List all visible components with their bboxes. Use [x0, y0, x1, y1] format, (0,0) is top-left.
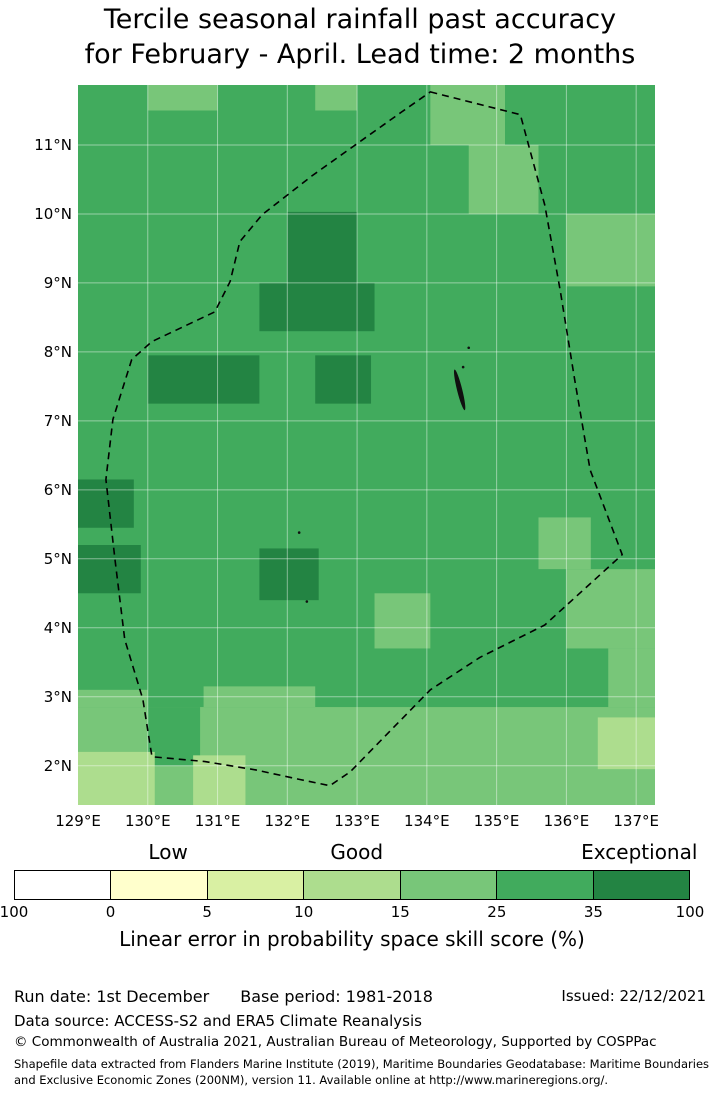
colorbar-quality-labels: Low Good Exceptional: [14, 840, 697, 868]
skill-cell: [374, 593, 431, 649]
skill-cell: [566, 213, 655, 287]
lat-tick-label: 9°N: [43, 273, 72, 292]
skill-cell: [78, 689, 148, 708]
island-dot: [461, 365, 465, 369]
colorbar-tick-label: 15: [390, 903, 410, 921]
chart-title-line1: Tercile seasonal rainfall past accuracy: [103, 4, 617, 35]
skill-cell: [147, 355, 260, 404]
island-dot: [467, 346, 471, 350]
skill-cell: [597, 717, 655, 770]
lon-tick-label: 136°E: [543, 812, 590, 830]
skill-cell: [430, 85, 505, 145]
lat-tick-label: 5°N: [43, 549, 72, 568]
lat-tick-label: 2°N: [43, 756, 72, 775]
island-dot: [305, 600, 309, 603]
colorbar-tick-label: 0: [105, 903, 116, 921]
skill-cell: [78, 545, 141, 594]
colorbar-segment: [15, 871, 111, 899]
colorbar-ticks: 100 0 5 10 15 25 35 100: [0, 903, 704, 923]
issued-date: Issued: 22/12/2021: [561, 987, 706, 1005]
rainfall-skill-map: [78, 85, 655, 805]
chart-title-line2: for February - April. Lead time: 2 month…: [84, 39, 636, 71]
colorbar-quality-low: Low: [148, 840, 188, 864]
colorbar-tick-label: 100: [0, 903, 29, 921]
lat-tick-label: 10°N: [34, 204, 72, 223]
run-date: Run date: 1st December: [14, 987, 210, 1006]
colorbar-tick-label: 35: [583, 903, 603, 921]
lat-tick-label: 6°N: [43, 480, 72, 499]
colorbar-segment: [496, 871, 593, 899]
shapefile-attribution: Shapefile data extracted from Flanders M…: [14, 1057, 710, 1088]
colorbar-tick-label: 100: [675, 903, 705, 921]
lat-tick-label: 11°N: [34, 136, 72, 154]
skill-cell: [468, 145, 539, 214]
colorbar-tick-label: 10: [294, 903, 314, 921]
colorbar-segment: [206, 871, 304, 899]
lon-tick-label: 134°E: [404, 812, 450, 830]
skill-cell: [78, 751, 155, 805]
lat-tick-label: 7°N: [43, 411, 72, 430]
island-palau-chain: [453, 369, 466, 411]
lon-tick-label: 131°E: [194, 812, 241, 830]
skill-cell: [203, 686, 316, 708]
copyright: © Commonwealth of Australia 2021, Austra…: [14, 1034, 657, 1050]
lat-tick-label: 8°N: [43, 342, 72, 361]
skill-cell: [315, 355, 372, 404]
base-period: Base period: 1981-2018: [240, 987, 433, 1006]
footer-run-line: Run date: 1st December Base period: 1981…: [14, 987, 706, 1006]
lon-tick-label: 135°E: [473, 812, 520, 830]
colorbar-segment: [592, 871, 689, 899]
data-source: Data source: ACCESS-S2 and ERA5 Climate …: [14, 1012, 422, 1030]
colorbar-quality-exceptional: Exceptional: [581, 840, 698, 864]
colorbar-caption: Linear error in probability space skill …: [119, 927, 585, 951]
colorbar-segment: [110, 871, 207, 899]
colorbar-segment: [303, 871, 400, 899]
lat-tick-label: 4°N: [43, 618, 72, 637]
colorbar-quality-good: Good: [330, 840, 384, 864]
skill-cell: [147, 85, 218, 111]
skill-cell: [259, 282, 375, 332]
colorbar: [14, 870, 690, 900]
lon-tick-label: 133°E: [334, 812, 380, 830]
skill-cell: [538, 517, 591, 570]
skill-cell: [78, 479, 134, 528]
lon-tick-label: 137°E: [613, 812, 659, 830]
skill-cell: [193, 755, 246, 805]
colorbar-segment: [399, 871, 497, 899]
chart-title: Tercile seasonal rainfall past accuracy …: [0, 2, 720, 72]
colorbar-tick-label: 25: [487, 903, 507, 921]
skill-cell: [566, 569, 655, 649]
map-plot-area: [78, 85, 655, 805]
skill-cell: [287, 211, 358, 283]
map-base: [78, 85, 655, 805]
skill-cell: [608, 648, 655, 708]
skill-cell: [147, 707, 201, 766]
skill-cell: [315, 85, 358, 111]
lon-tick-label: 132°E: [264, 812, 311, 830]
island-dot: [297, 531, 301, 534]
lat-tick-label: 3°N: [43, 687, 72, 706]
lon-tick-label: 130°E: [124, 812, 171, 830]
skill-cell: [259, 548, 319, 601]
colorbar-tick-label: 5: [202, 903, 212, 921]
lon-tick-label: 129°E: [55, 812, 101, 830]
